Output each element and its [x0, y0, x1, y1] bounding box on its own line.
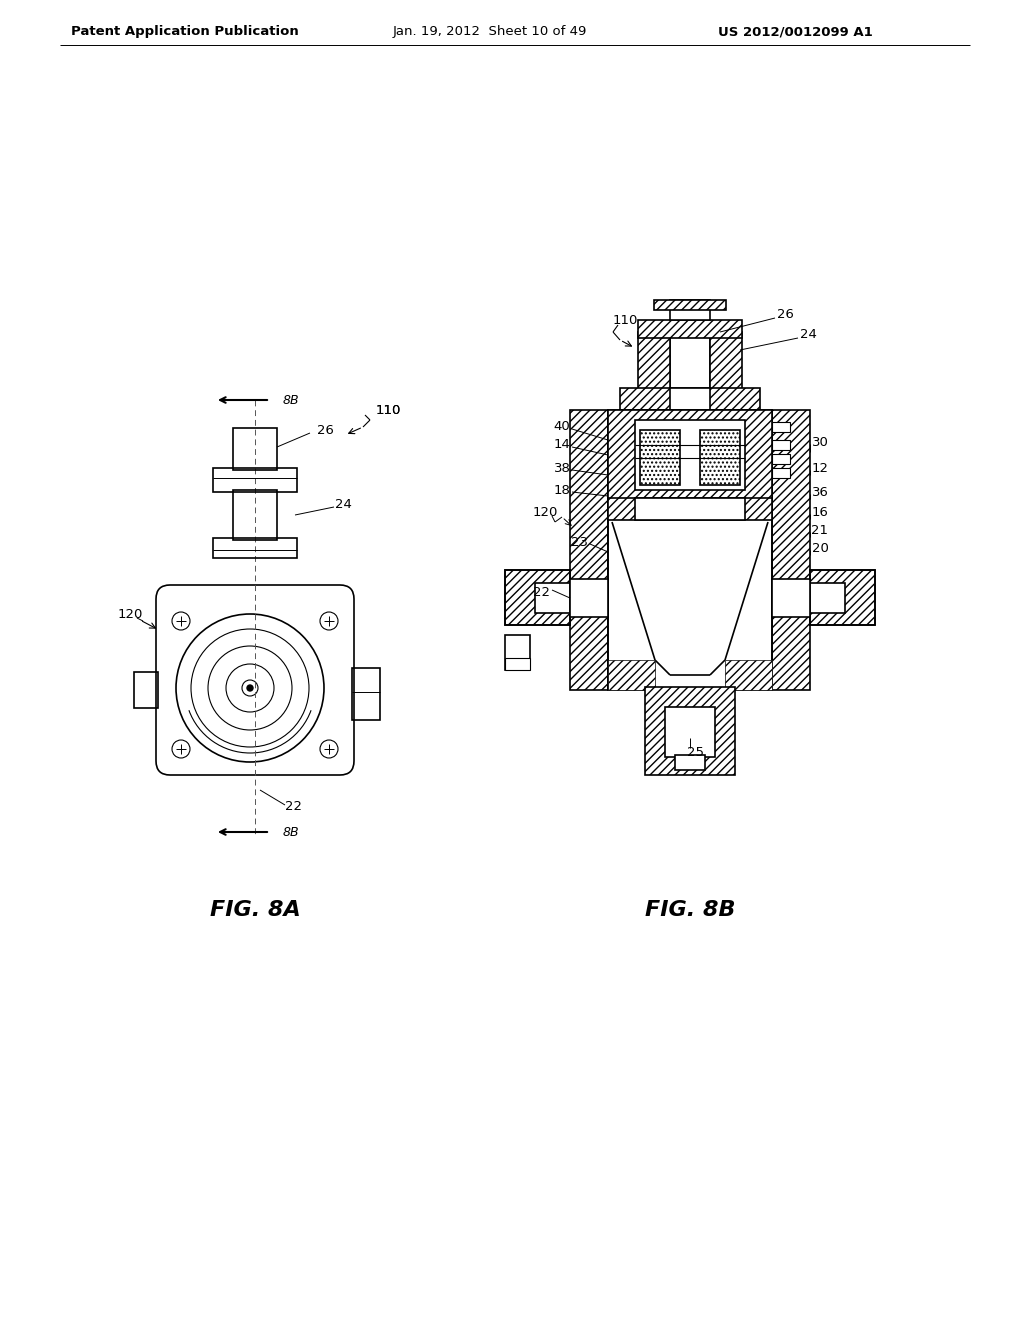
Text: Jan. 19, 2012  Sheet 10 of 49: Jan. 19, 2012 Sheet 10 of 49 — [393, 25, 587, 38]
Text: 22: 22 — [285, 800, 301, 813]
Bar — [134, 672, 158, 708]
Text: 25: 25 — [686, 746, 703, 759]
Bar — [810, 570, 874, 624]
Circle shape — [658, 648, 666, 656]
Bar — [700, 430, 740, 484]
Circle shape — [714, 648, 722, 656]
Bar — [810, 570, 874, 624]
Text: 30: 30 — [812, 436, 828, 449]
Text: 120: 120 — [532, 506, 558, 519]
Text: FIG. 8A: FIG. 8A — [210, 900, 300, 920]
Text: 20: 20 — [812, 541, 828, 554]
Bar — [670, 300, 710, 319]
Text: 110: 110 — [376, 404, 400, 417]
Text: 22: 22 — [534, 586, 551, 598]
Bar — [670, 333, 710, 389]
Bar — [772, 579, 810, 616]
Text: 8B: 8B — [283, 393, 300, 407]
Bar — [620, 388, 760, 411]
Bar — [608, 411, 772, 690]
Bar — [772, 454, 790, 465]
Bar — [608, 498, 772, 520]
Bar — [505, 570, 570, 624]
Text: 21: 21 — [811, 524, 828, 536]
Bar — [810, 583, 845, 612]
Text: 23: 23 — [571, 536, 589, 549]
Bar — [213, 469, 297, 492]
Bar — [638, 319, 742, 338]
Bar — [645, 686, 735, 775]
Bar — [505, 657, 530, 671]
Text: 110: 110 — [376, 404, 400, 417]
Bar — [213, 539, 297, 558]
Text: 40: 40 — [554, 421, 570, 433]
Text: 14: 14 — [554, 438, 570, 451]
Bar — [654, 300, 726, 310]
Bar — [352, 668, 380, 719]
Bar — [772, 422, 790, 432]
Bar — [772, 440, 790, 450]
Text: 38: 38 — [554, 462, 570, 474]
Bar — [772, 469, 790, 478]
Text: 24: 24 — [800, 329, 816, 342]
Bar — [570, 579, 608, 616]
Bar — [675, 755, 705, 770]
Text: 12: 12 — [811, 462, 828, 474]
Bar — [570, 411, 608, 690]
Bar — [505, 570, 570, 624]
Bar — [608, 411, 772, 500]
Text: 26: 26 — [776, 309, 794, 322]
Text: 18: 18 — [554, 483, 570, 496]
Text: 26: 26 — [316, 424, 334, 437]
Text: 8B: 8B — [283, 825, 300, 838]
Bar — [665, 708, 715, 756]
Circle shape — [247, 685, 253, 690]
Text: 120: 120 — [118, 609, 142, 622]
Text: Patent Application Publication: Patent Application Publication — [71, 25, 299, 38]
Text: FIG. 8B: FIG. 8B — [645, 900, 735, 920]
Bar — [640, 430, 680, 484]
Bar — [608, 660, 655, 690]
Text: 16: 16 — [812, 506, 828, 519]
Bar — [772, 411, 810, 690]
Bar — [725, 660, 772, 690]
Bar — [638, 333, 670, 389]
Bar — [635, 420, 745, 490]
Bar — [635, 498, 745, 520]
Bar — [233, 490, 278, 540]
Text: US 2012/0012099 A1: US 2012/0012099 A1 — [718, 25, 872, 38]
Bar — [535, 583, 570, 612]
Bar — [505, 635, 530, 671]
Bar — [670, 388, 710, 411]
Text: 36: 36 — [812, 486, 828, 499]
Text: 24: 24 — [335, 499, 351, 511]
Text: 110: 110 — [612, 314, 638, 326]
Bar — [710, 333, 742, 389]
Bar — [233, 428, 278, 470]
